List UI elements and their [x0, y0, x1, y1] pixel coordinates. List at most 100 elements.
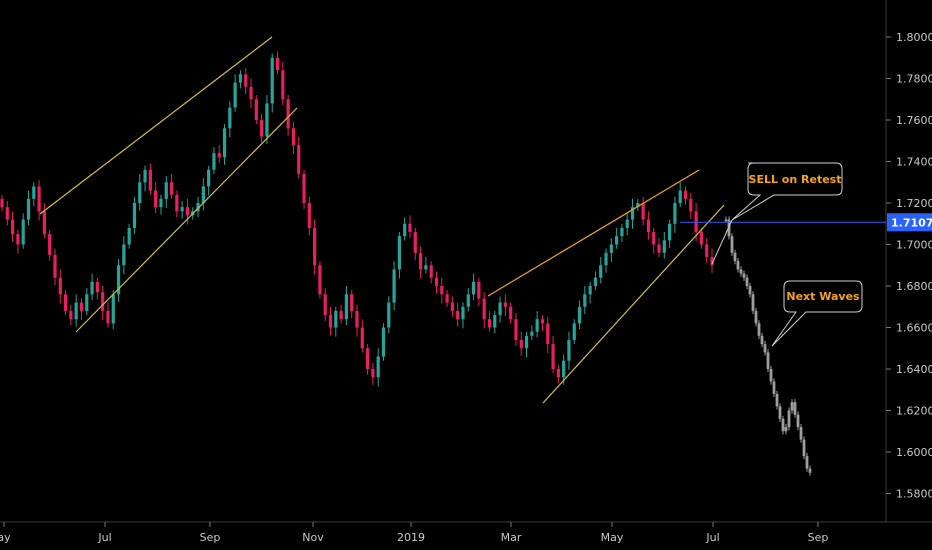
candle-body: [5, 207, 9, 220]
candle-body: [630, 207, 635, 220]
projection-bar: [793, 402, 797, 415]
candle-body: [673, 203, 677, 224]
candle-body: [556, 369, 560, 378]
x-tick-label: Sep: [808, 531, 829, 544]
candle-body: [286, 99, 290, 129]
sell-pointer-line: [711, 219, 733, 265]
candle-body: [21, 219, 25, 245]
candle-body: [127, 227, 131, 245]
candle-body: [466, 294, 470, 307]
candle-body: [397, 236, 401, 270]
candle-body: [116, 265, 121, 295]
candle-body: [657, 244, 661, 253]
candle-body: [281, 70, 285, 100]
trend-channels: [39, 36, 725, 404]
y-tick-label: 1.80000: [896, 31, 932, 44]
x-tick-label: Nov: [302, 531, 324, 544]
candle-body: [318, 265, 322, 295]
channel-2-lower: [542, 204, 725, 404]
candle-body: [365, 348, 370, 369]
candle-body: [249, 86, 253, 100]
candle-body: [562, 360, 566, 378]
projection-bar: [757, 323, 761, 336]
candle-body: [244, 74, 248, 87]
y-tick-label: 1.60000: [896, 446, 932, 459]
candle-body: [63, 294, 68, 311]
candle-body: [297, 144, 301, 174]
candle-body: [593, 277, 598, 286]
candle-body: [95, 281, 99, 293]
projection-bar: [733, 252, 737, 262]
projection-bar: [769, 369, 773, 382]
projection-bar: [802, 439, 806, 457]
projection-bar: [766, 352, 770, 369]
y-tick-label: 1.68000: [896, 280, 932, 293]
candle-body: [164, 182, 168, 199]
candle-body: [58, 277, 62, 295]
x-tick-label: Sep: [200, 531, 221, 544]
candle-body: [265, 103, 269, 137]
candle-body: [551, 344, 555, 369]
candle-body: [32, 186, 36, 199]
candle-body: [609, 244, 613, 253]
candle-body: [334, 310, 338, 328]
candle-body: [450, 302, 454, 311]
y-tick-label: 1.78000: [896, 73, 932, 86]
candle-body: [270, 57, 274, 104]
candle-body: [694, 211, 698, 233]
candle-body: [238, 74, 243, 83]
candle-body: [440, 286, 444, 295]
current-price-marker: 1.71071: [680, 213, 932, 232]
candle-body: [445, 294, 449, 303]
candle-body: [376, 356, 380, 378]
candle-body: [360, 327, 364, 349]
candle-body: [85, 294, 89, 311]
candle-body: [10, 219, 15, 235]
candle-body: [615, 236, 619, 245]
candle-body: [233, 82, 237, 108]
projection-bar: [751, 294, 755, 311]
projection-bar: [805, 456, 809, 469]
candle-body: [212, 153, 216, 170]
candle-body: [328, 315, 333, 328]
candle-body: [138, 182, 142, 203]
candle-body: [180, 207, 184, 212]
candle-body: [69, 310, 73, 320]
candle-body: [583, 294, 587, 307]
candle-body: [668, 223, 672, 241]
projection-bar: [784, 427, 788, 432]
candle-body: [403, 223, 407, 237]
sell-callout-box: [731, 162, 843, 221]
candle-body: [350, 294, 354, 311]
candle-body: [159, 198, 163, 208]
sell-callout-text: SELL on Retest: [749, 173, 842, 186]
candle-body: [689, 198, 693, 212]
candle-body: [291, 128, 296, 145]
candle-body: [652, 232, 656, 245]
candle-body: [323, 294, 327, 316]
candle-body: [79, 302, 84, 311]
projection-bar: [754, 310, 758, 324]
candle-body: [148, 169, 152, 191]
candle-body: [572, 323, 576, 340]
x-axis[interactable]: ay Jul Sep Nov 2019 Mar May Jul Sep: [0, 522, 828, 544]
x-tick-label: May: [601, 531, 624, 544]
projection-bar: [739, 269, 743, 274]
candle-body: [207, 169, 211, 187]
projection-group: [724, 216, 812, 476]
candle-body: [424, 265, 428, 270]
projection-bar: [724, 219, 728, 222]
candle-body: [577, 306, 582, 324]
candle-body: [503, 302, 507, 307]
y-tick-label: 1.58000: [896, 488, 932, 501]
projection-bar: [736, 261, 740, 270]
candle-body: [201, 186, 205, 203]
candle-body: [355, 310, 359, 328]
candle-body: [535, 319, 539, 332]
candle-body: [313, 227, 317, 266]
y-axis[interactable]: 1.80000 1.78000 1.76000 1.74000 1.72000 1.700…: [886, 31, 932, 501]
candle-body: [699, 232, 704, 245]
candle-body: [132, 203, 137, 228]
candle-body: [254, 99, 258, 120]
